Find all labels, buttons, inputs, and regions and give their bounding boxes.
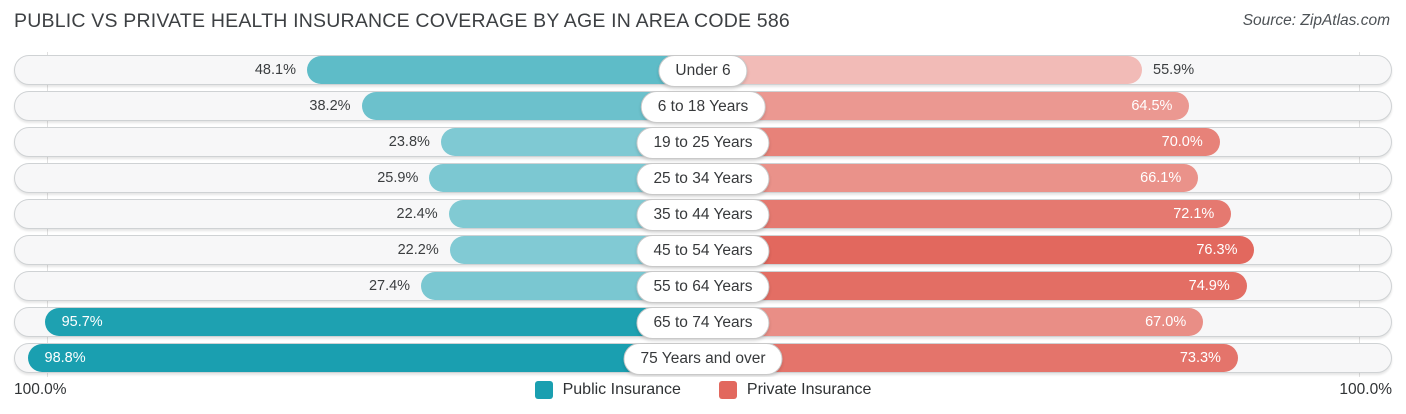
private-insurance-bar (703, 164, 1199, 192)
private-insurance-bar (703, 200, 1232, 228)
public-value-label: 22.2% (397, 242, 439, 258)
age-group-pill: 35 to 44 Years (636, 199, 770, 231)
public-value-label: 48.1% (254, 62, 296, 78)
row-track: 38.2% 64.5% 6 to 18 Years (14, 91, 1392, 123)
public-value-label: 25.9% (377, 170, 419, 186)
public-value-label: 98.8% (44, 350, 86, 366)
chart-footer: 100.0% Public Insurance Private Insuranc… (14, 377, 1392, 403)
row-track: 27.4% 74.9% 55 to 64 Years (14, 271, 1392, 303)
private-value-label: 73.3% (1179, 350, 1221, 366)
legend-label-public: Public Insurance (562, 381, 681, 398)
private-insurance-bar (703, 308, 1204, 336)
chart-rows: 48.1% 55.9% Under 6 38.2% 64.5% 6 to 18 Years… (14, 55, 1392, 379)
public-insurance-bar (306, 56, 703, 84)
public-insurance-bar (27, 344, 703, 372)
private-insurance-bar (703, 272, 1247, 300)
private-insurance-bar (703, 56, 1143, 84)
page-title: PUBLIC VS PRIVATE HEALTH INSURANCE COVER… (14, 10, 790, 32)
private-insurance-bar (703, 92, 1190, 120)
private-value-label: 76.3% (1196, 242, 1238, 258)
row-track: 25.9% 66.1% 25 to 34 Years (14, 163, 1392, 195)
private-insurance-bar (703, 236, 1255, 264)
private-insurance-swatch (718, 381, 737, 399)
private-value-label: 67.0% (1145, 314, 1187, 330)
private-insurance-bar (703, 344, 1238, 372)
legend: Public Insurance Private Insurance (534, 381, 872, 399)
age-group-pill: Under 6 (658, 55, 748, 87)
private-value-label: 64.5% (1131, 98, 1173, 114)
age-group-pill: 6 to 18 Years (640, 91, 766, 123)
age-group-pill: 25 to 34 Years (636, 163, 770, 195)
private-value-label: 74.9% (1188, 278, 1230, 294)
legend-item-public: Public Insurance (534, 381, 681, 399)
source-attribution: Source: ZipAtlas.com (1242, 12, 1390, 29)
public-insurance-swatch (534, 381, 553, 399)
header: PUBLIC VS PRIVATE HEALTH INSURANCE COVER… (0, 0, 1406, 48)
row-track: 22.2% 76.3% 45 to 54 Years (14, 235, 1392, 267)
legend-label-private: Private Insurance (746, 381, 872, 398)
row-track: 22.4% 72.1% 35 to 44 Years (14, 199, 1392, 231)
public-value-label: 38.2% (309, 98, 351, 114)
row-track: 23.8% 70.0% 19 to 25 Years (14, 127, 1392, 159)
public-value-label: 23.8% (388, 134, 430, 150)
axis-label-right: 100.0% (1339, 381, 1392, 398)
private-insurance-bar (703, 128, 1220, 156)
age-group-pill: 75 Years and over (623, 343, 783, 375)
private-value-label: 66.1% (1140, 170, 1182, 186)
public-value-label: 22.4% (396, 206, 438, 222)
age-group-pill: 45 to 54 Years (636, 235, 770, 267)
private-value-label: 70.0% (1161, 134, 1203, 150)
age-group-pill: 65 to 74 Years (636, 307, 770, 339)
private-value-label: 55.9% (1153, 62, 1195, 78)
row-track: 95.7% 67.0% 65 to 74 Years (14, 307, 1392, 339)
age-group-pill: 19 to 25 Years (636, 127, 770, 159)
public-value-label: 95.7% (61, 314, 103, 330)
age-group-pill: 55 to 64 Years (636, 271, 770, 303)
axis-label-left: 100.0% (14, 381, 67, 398)
private-value-label: 72.1% (1173, 206, 1215, 222)
public-insurance-bar (44, 308, 703, 336)
row-track: 48.1% 55.9% Under 6 (14, 55, 1392, 87)
public-value-label: 27.4% (368, 278, 411, 294)
legend-item-private: Private Insurance (718, 381, 872, 399)
row-track: 98.8% 73.3% 75 Years and over (14, 343, 1392, 375)
